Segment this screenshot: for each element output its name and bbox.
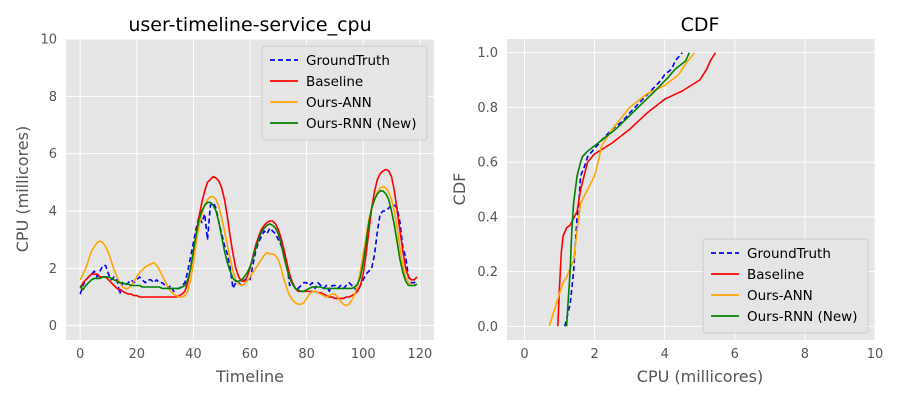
cdf-tick-labels: 0 2 4 6 8 10 0.0 0.2 0.4 0.6 0.8 1.0 xyxy=(477,46,883,362)
cdf-chart-title: CDF xyxy=(681,14,720,36)
timeline-y-tick-label: 6 xyxy=(49,147,57,162)
timeline-x-tick-label: 80 xyxy=(298,347,315,362)
cdf-y-tick-label: 0.0 xyxy=(477,320,498,335)
timeline-legend-label: Ours-ANN xyxy=(306,95,372,111)
timeline-legend-box xyxy=(261,45,428,141)
cdf-series-line-1 xyxy=(557,52,717,327)
cdf-legend-label: GroundTruth xyxy=(747,246,831,262)
timeline-x-axis-label: Timeline xyxy=(215,367,284,386)
timeline-y-axis-label: CPU (millicores) xyxy=(13,126,32,252)
cdf-x-tick-label: 6 xyxy=(731,347,739,362)
timeline-chart-title: user-timeline-service_cpu xyxy=(128,14,371,36)
cdf-y-tick-label: 0.8 xyxy=(477,101,498,116)
timeline-series-line-2 xyxy=(79,185,418,307)
cdf-legend-box xyxy=(702,238,869,334)
timeline-x-tick-label: 0 xyxy=(76,347,84,362)
cdf-x-tick-label: 0 xyxy=(520,347,528,362)
cdf-legend: GroundTruth Baseline Ours-ANN Ours-RNN (New… xyxy=(702,238,869,334)
timeline-x-tick-label: 100 xyxy=(351,347,376,362)
cdf-panel: 0 2 4 6 8 10 0.0 0.2 0.4 0.6 0.8 1.0 CDF CPU (milli… xyxy=(450,14,883,386)
timeline-y-tick-label: 2 xyxy=(49,262,57,277)
cdf-x-axis-label: CPU (millicores) xyxy=(637,367,763,386)
cdf-y-tick-label: 1.0 xyxy=(477,46,498,61)
timeline-x-tick-label: 120 xyxy=(407,347,432,362)
cdf-y-axis-label: CDF xyxy=(450,173,469,206)
timeline-legend: GroundTruth Baseline Ours-ANN Ours-RNN (New… xyxy=(261,45,428,141)
timeline-legend-label: Ours-RNN (New) xyxy=(306,116,417,132)
cdf-y-tick-label: 0.2 xyxy=(477,265,498,280)
cdf-x-tick-label: 2 xyxy=(590,347,598,362)
cdf-x-tick-label: 4 xyxy=(661,347,669,362)
timeline-y-tick-label: 8 xyxy=(49,90,57,105)
timeline-panel: 0 20 40 60 80 100 120 0 2 4 6 8 10 user-timeline-ser… xyxy=(13,14,434,386)
timeline-series-lines xyxy=(79,168,418,307)
timeline-legend-label: GroundTruth xyxy=(306,53,390,69)
cdf-series-line-3 xyxy=(565,52,690,327)
timeline-x-tick-label: 60 xyxy=(242,347,259,362)
timeline-x-tick-label: 40 xyxy=(185,347,202,362)
timeline-series-line-1 xyxy=(79,168,418,300)
cdf-x-tick-label: 8 xyxy=(801,347,809,362)
cdf-legend-label: Baseline xyxy=(747,267,804,283)
timeline-y-tick-label: 0 xyxy=(49,319,57,334)
timeline-y-tick-label: 4 xyxy=(49,205,57,220)
timeline-y-tick-label: 10 xyxy=(40,33,57,48)
timeline-series-line-3 xyxy=(79,190,418,293)
cdf-y-tick-label: 0.6 xyxy=(477,156,498,171)
cdf-legend-label: Ours-ANN xyxy=(747,288,813,304)
cdf-x-tick-label: 10 xyxy=(867,347,884,362)
cdf-y-tick-label: 0.4 xyxy=(477,210,498,225)
cdf-legend-label: Ours-RNN (New) xyxy=(747,309,858,325)
timeline-x-tick-label: 20 xyxy=(128,347,145,362)
cdf-series-lines xyxy=(548,52,717,327)
timeline-legend-label: Baseline xyxy=(306,74,363,90)
timeline-tick-labels: 0 20 40 60 80 100 120 0 2 4 6 8 10 xyxy=(40,33,432,363)
cdf-series-line-2 xyxy=(548,52,696,327)
